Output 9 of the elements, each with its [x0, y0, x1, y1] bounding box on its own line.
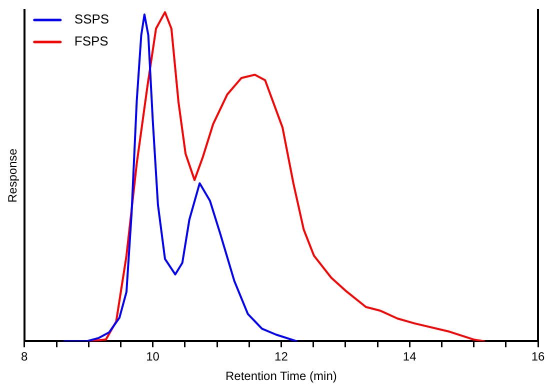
x-tick-label: 8: [21, 350, 28, 364]
x-tick-label: 16: [531, 350, 545, 364]
legend-label: FSPS: [74, 34, 109, 49]
y-axis-title: Response: [6, 148, 20, 203]
x-tick-label: 12: [274, 350, 288, 364]
x-axis-title: Retention Time (min): [226, 369, 337, 384]
x-tick-label: 14: [402, 350, 417, 364]
x-tick-label: 10: [146, 350, 160, 364]
legend-label: SSPS: [74, 12, 110, 27]
